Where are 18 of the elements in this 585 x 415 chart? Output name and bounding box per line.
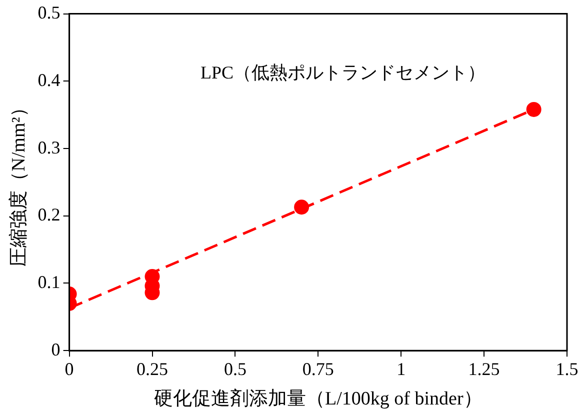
x-tick-label: 0.75	[302, 359, 334, 380]
y-tick-label: 0	[51, 339, 60, 360]
x-axis-title: 硬化促進剤添加量（L/100kg of binder）	[154, 388, 482, 410]
point	[526, 102, 542, 117]
y-tick-label: 0.5	[38, 2, 60, 23]
annotation: LPC（低熱ポルトランドセメント）	[200, 62, 486, 83]
x-tick-label: 0.25	[136, 359, 168, 380]
y-tick-label: 0.1	[38, 272, 60, 292]
y-axis-title: 圧縮強度（N/mm²）	[7, 98, 30, 266]
y-tick-label: 0.2	[38, 204, 60, 225]
x-tick-label: 0	[64, 359, 74, 380]
y-tick-label: 0.3	[38, 137, 60, 158]
x-tick-label: 1.25	[468, 359, 500, 380]
x-tick-label: 1.5	[556, 359, 578, 380]
x-tick-label: 1	[396, 359, 406, 380]
x-tick-label: 0.5	[224, 359, 246, 380]
y-tick-label: 0.4	[38, 70, 60, 90]
point	[294, 200, 310, 215]
